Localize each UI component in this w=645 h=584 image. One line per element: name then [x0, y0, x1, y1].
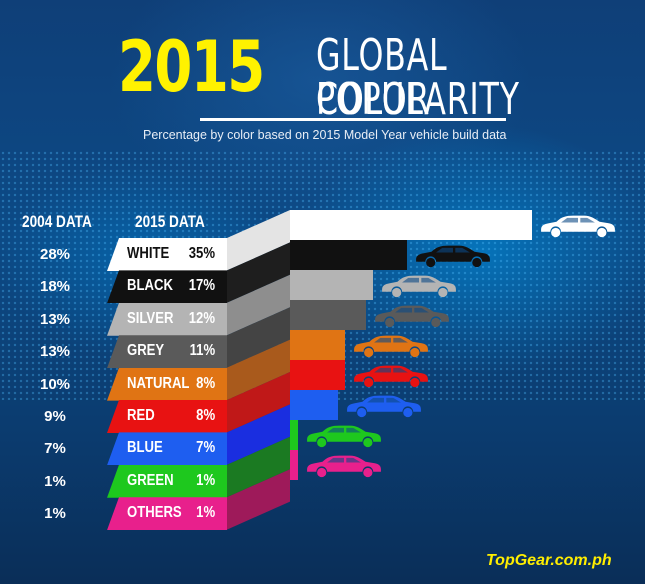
value-2015: 8% — [196, 374, 215, 392]
bar-blue — [290, 390, 339, 420]
color-label: BLUE — [127, 439, 163, 457]
side-face — [227, 404, 290, 465]
bar-grey — [290, 300, 366, 330]
color-row-blue: BLUE 7% — [107, 432, 227, 466]
color-row-natural: NATURAL 8% — [107, 367, 227, 401]
car-icon — [416, 245, 491, 268]
value-2004: 7% — [44, 440, 66, 458]
value-2004: 28% — [39, 246, 71, 263]
side-face — [227, 436, 290, 498]
car-icon — [347, 395, 422, 418]
row-face — [107, 335, 227, 369]
row-face — [107, 238, 227, 271]
title-year: 2015 — [118, 26, 265, 108]
bar-white — [290, 210, 532, 240]
row-face — [107, 432, 227, 466]
value-2004: 10% — [39, 375, 71, 393]
color-row-white: WHITE 35% — [107, 238, 227, 271]
row-face — [107, 367, 227, 401]
value-2015: 12% — [188, 309, 215, 327]
column-header-2015: 2015 DATA — [135, 212, 205, 231]
color-row-others: OTHERS 1% — [107, 497, 227, 531]
row-face — [107, 302, 227, 336]
car-icon — [540, 215, 615, 238]
row-face — [107, 270, 227, 304]
value-2015: 1% — [196, 471, 215, 489]
color-row-green: GREEN 1% — [107, 464, 227, 498]
color-label: WHITE — [127, 245, 170, 262]
value-2015: 1% — [196, 504, 215, 522]
side-face — [227, 469, 290, 530]
row-face — [107, 497, 227, 531]
side-face — [227, 372, 290, 433]
color-row-black: BLACK 17% — [107, 270, 227, 304]
color-label: NATURAL — [127, 374, 190, 392]
side-face — [227, 307, 290, 368]
value-2015: 17% — [188, 277, 215, 295]
column-header-2004: 2004 DATA — [22, 212, 92, 231]
car-icon — [381, 275, 456, 298]
color-label: RED — [127, 407, 155, 424]
value-2015: 11% — [189, 342, 215, 360]
side-face — [227, 339, 290, 400]
color-label: GREY — [127, 342, 165, 360]
bar-black — [290, 240, 408, 270]
subtitle: Percentage by color based on 2015 Model … — [143, 128, 507, 142]
value-2004: 1% — [44, 472, 66, 490]
title-line-1: GLOBAL COLOR — [316, 30, 448, 125]
color-label: GREEN — [127, 471, 174, 489]
row-face — [107, 400, 227, 433]
color-label: BLACK — [127, 277, 173, 295]
bar-silver — [290, 270, 373, 300]
car-icon — [374, 305, 449, 328]
car-icon — [307, 425, 381, 448]
color-row-grey: GREY 11% — [107, 335, 227, 369]
car-icon — [354, 335, 429, 358]
color-row-silver: SILVER 12% — [107, 302, 227, 336]
value-2004: 13% — [39, 343, 71, 361]
value-2004: 9% — [44, 408, 66, 425]
brand-logo: TopGear.com.ph — [486, 552, 612, 569]
bar-natural — [290, 330, 346, 360]
value-2015: 7% — [196, 439, 215, 457]
car-icon — [354, 365, 429, 388]
value-2004: 1% — [44, 505, 66, 523]
color-label: SILVER — [127, 309, 174, 327]
bar-red — [290, 360, 346, 390]
side-face — [227, 210, 290, 271]
bar-others — [290, 450, 298, 480]
color-row-red: RED 8% — [107, 400, 227, 433]
color-label: OTHERS — [127, 504, 182, 522]
value-2015: 8% — [196, 407, 215, 424]
title-divider — [200, 118, 506, 121]
side-face — [227, 274, 290, 336]
title-line-2: POPULARITY — [316, 74, 520, 125]
bar-green — [290, 420, 298, 450]
row-face — [107, 464, 227, 498]
value-2004: 18% — [39, 278, 71, 296]
side-face — [227, 242, 290, 303]
value-2015: 35% — [188, 245, 215, 262]
car-icon — [307, 455, 381, 478]
value-2004: 13% — [39, 310, 71, 328]
